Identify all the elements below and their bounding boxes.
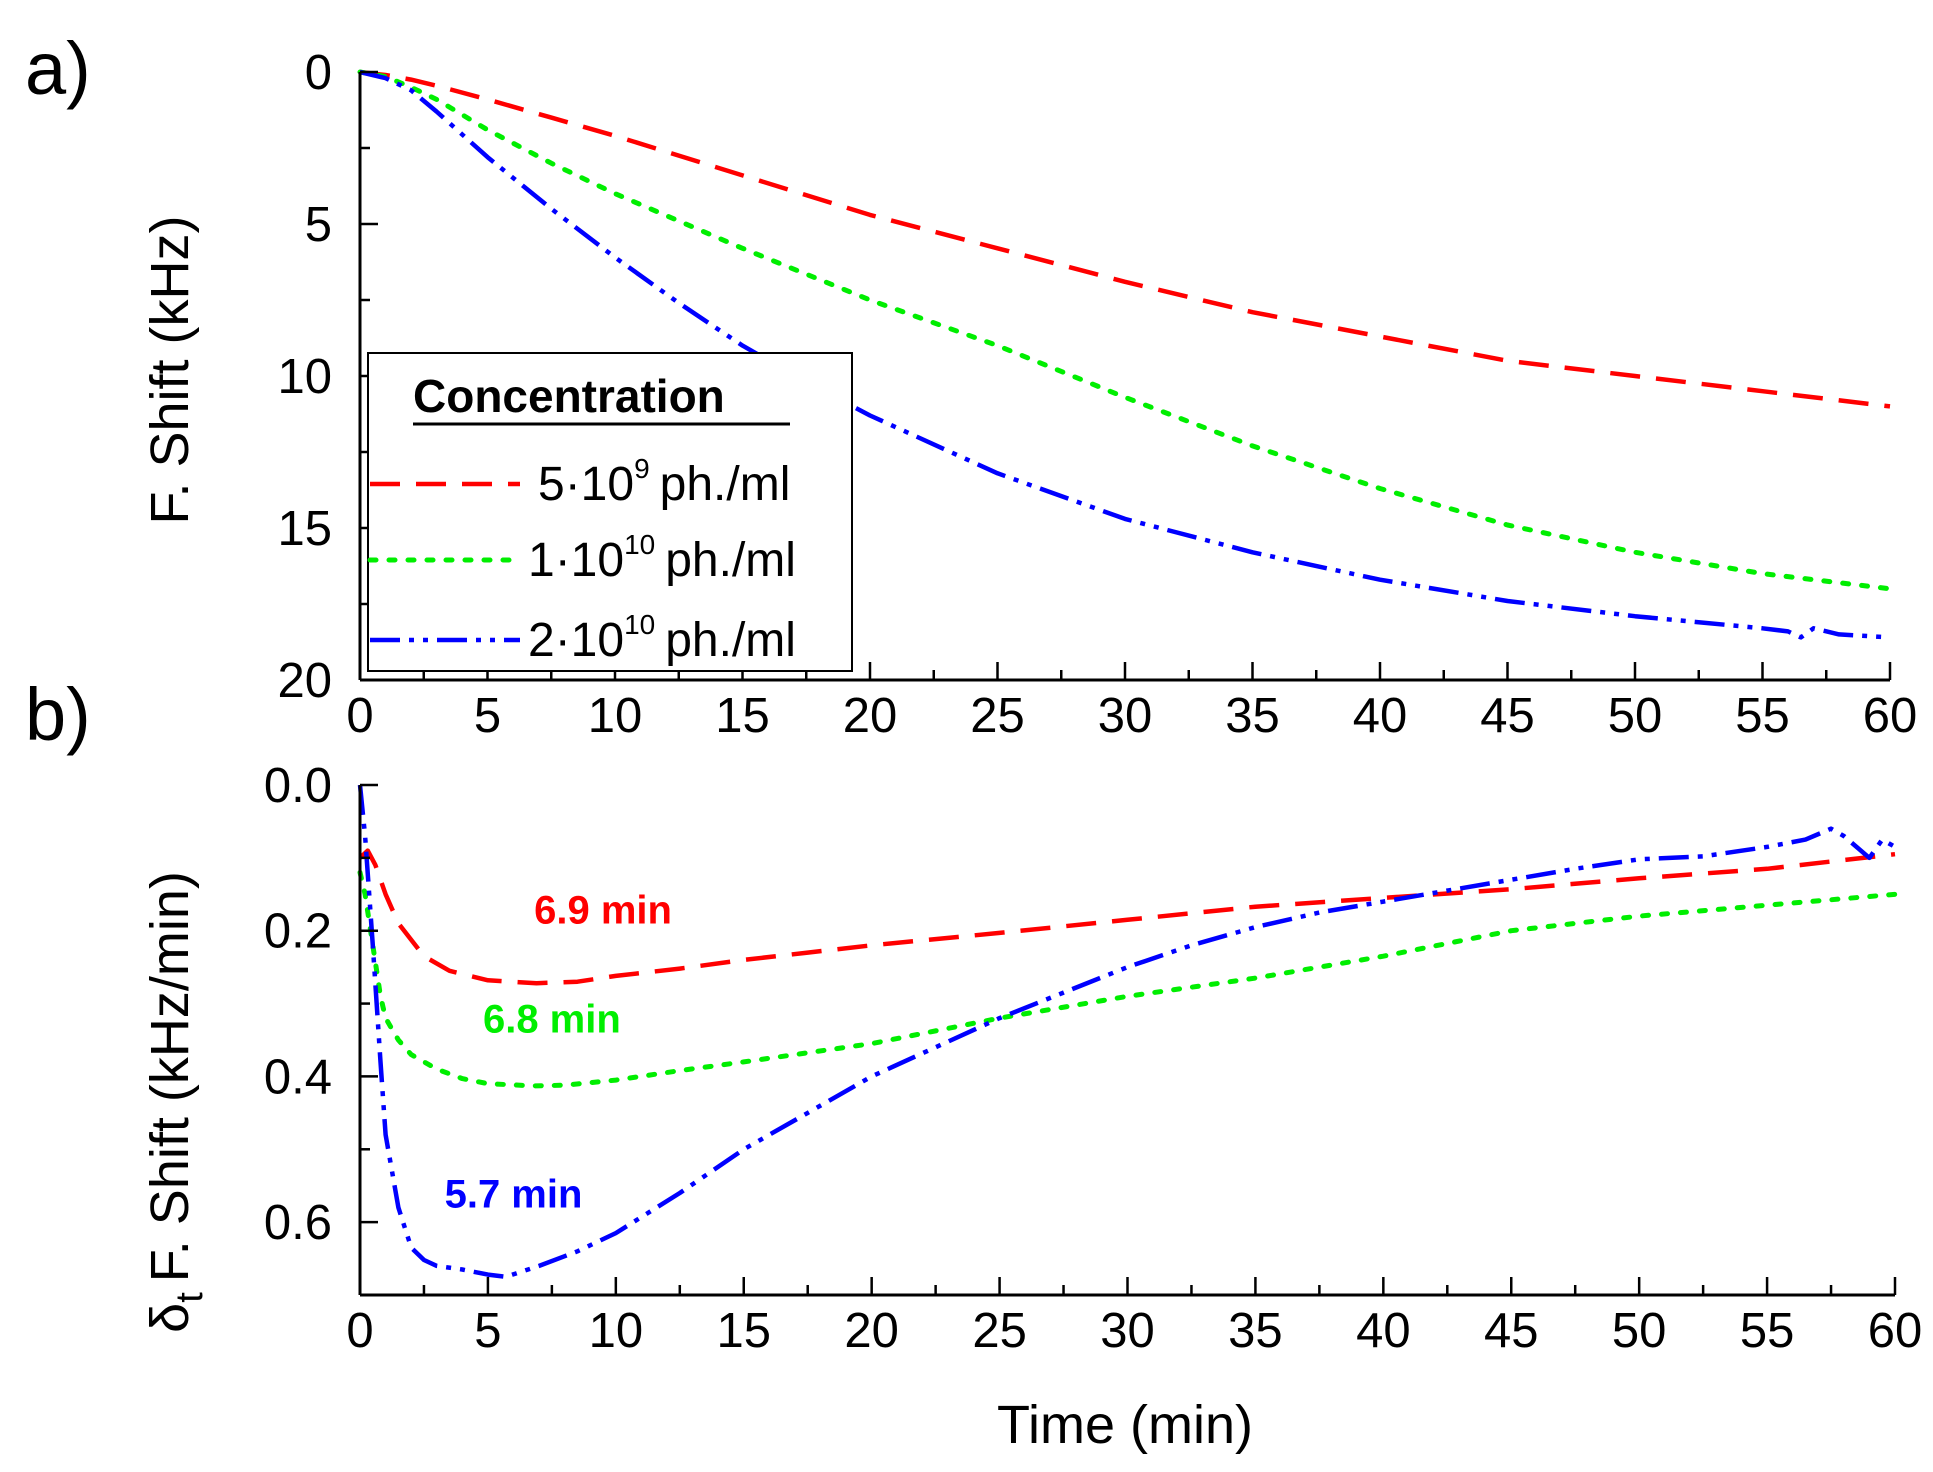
panel-a-label: a) [25,27,91,110]
panel-b-x-tick-label: 40 [1356,1304,1411,1358]
legend-entry-1e10-mantissa: 1·10 [528,534,624,587]
panel-b-x-tick-label: 5 [474,1304,501,1358]
panel-b-x-tick-label: 55 [1740,1304,1795,1358]
panel-b-x-tick-label: 10 [589,1304,644,1358]
panel-b-x-axis-label: Time (min) [997,1395,1253,1455]
panel-b-annotations: 6.9 min 6.8 min 5.7 min [445,888,672,1216]
panel-b-x-tick-label: 0 [346,1304,373,1358]
legend-entry-1e10-exp: 10 [624,529,655,560]
panel-b-series-line-0 [358,848,1896,986]
panel-b-y-axis-text: F. Shift (kHz/min) [140,871,200,1282]
panel-a-series-line-2 [359,69,1891,640]
panel-b-y-axis-delta: δ [140,1303,200,1333]
panel-a-series-line-0 [359,69,1891,409]
panel-a-x-tick-label: 35 [1225,689,1280,743]
panel-b-series-line-2 [357,784,1897,1280]
panel-b-annotation-0: 6.9 min [534,888,672,932]
legend-entry-5e9-mantissa: 5·10 [538,458,634,511]
panel-a-y-tick-label: 10 [277,350,332,404]
legend-entry-2e10: 2·1010 ph./ml [528,609,796,667]
panel-b-label: b) [25,673,91,756]
panel-a-y-tick-label: 20 [277,654,332,708]
panel-a-x-tick-label: 40 [1353,689,1408,743]
legend-title: Concentration [413,370,725,422]
panel-b-y-tick-label: 0.4 [264,1050,332,1104]
panel-a-series-group [357,69,1893,640]
panel-a-x-tick-label: 0 [346,689,373,743]
panel-b-x-tick-label: 25 [972,1304,1027,1358]
legend-entry-1e10-unit: ph./ml [665,534,796,587]
panel-a-x-tick-label: 55 [1735,689,1790,743]
panel-b-y-axis-label: δt F. Shift (kHz/min) [140,871,211,1333]
panel-a-x-tick-label: 5 [474,689,501,743]
panel-a-x-tick-label: 60 [1863,689,1918,743]
panel-b-y-tick-label: 0.0 [264,759,332,813]
legend-entry-2e10-exp: 10 [624,609,655,640]
panel-b-y-tick-label: 0.2 [264,905,332,959]
legend-entry-2e10-mantissa: 2·10 [528,614,624,667]
panel-b-x-tick-label: 50 [1612,1304,1667,1358]
panel-b-annotation-2: 5.7 min [445,1173,583,1217]
legend-entry-1e10: 1·1010 ph./ml [528,529,796,587]
legend-entry-2e10-unit: ph./ml [665,614,796,667]
panel-b-y-axis-subscript: t [169,1292,211,1303]
panel-a-x-tick-label: 15 [715,689,770,743]
panel-b: b) δt F. Shift (kHz/min) Time (min) 0 5 10 1… [25,673,1922,1455]
panel-b-x-tick-label: 20 [844,1304,899,1358]
panel-b-x-tick-label: 15 [716,1304,771,1358]
panel-a-ticks: 0 5 10 15 20 25 30 35 40 45 50 55 60 0 5 10 15 20 [277,46,1917,743]
legend-entry-5e9-unit: ph./ml [660,458,791,511]
panel-a-series-line-1 [357,69,1893,592]
legend-entry-5e9: 5·109 ph./ml [538,453,790,511]
panel-b-x-tick-label: 45 [1484,1304,1539,1358]
legend-entry-5e9-exp: 9 [634,453,650,484]
panel-a-y-tick-label: 5 [305,198,332,252]
panel-b-x-tick-label: 60 [1868,1304,1923,1358]
panel-a-x-tick-label: 20 [843,689,898,743]
legend: Concentration 5·109 ph./ml 1·1010 ph./ml 2… [367,352,853,672]
panel-a-x-tick-label: 10 [588,689,643,743]
panel-a-x-tick-label: 50 [1608,689,1663,743]
panel-a-y-tick-label: 0 [305,46,332,100]
panel-a-x-tick-label: 45 [1480,689,1535,743]
panel-a-y-axis-label: F. Shift (kHz) [140,215,200,524]
panel-b-x-tick-label: 35 [1228,1304,1283,1358]
panel-a-x-tick-label: 25 [970,689,1025,743]
panel-b-ticks: 0 5 10 15 20 25 30 35 40 45 50 55 60 0.0 0.2 0.4 0.6 [264,759,1922,1358]
panel-b-y-tick-label: 0.6 [264,1196,332,1250]
panel-b-annotation-1: 6.8 min [483,998,621,1042]
legend-box [367,352,853,672]
panel-b-x-tick-label: 30 [1100,1304,1155,1358]
panel-a: a) F. Shift (kHz) 0 5 10 15 20 25 30 35 40 45 50 55… [25,27,1917,743]
panel-a-y-tick-label: 15 [277,502,332,556]
panel-b-series-line-1 [357,869,1898,1089]
panel-a-x-tick-label: 30 [1098,689,1153,743]
panel-b-series-group [357,784,1898,1280]
